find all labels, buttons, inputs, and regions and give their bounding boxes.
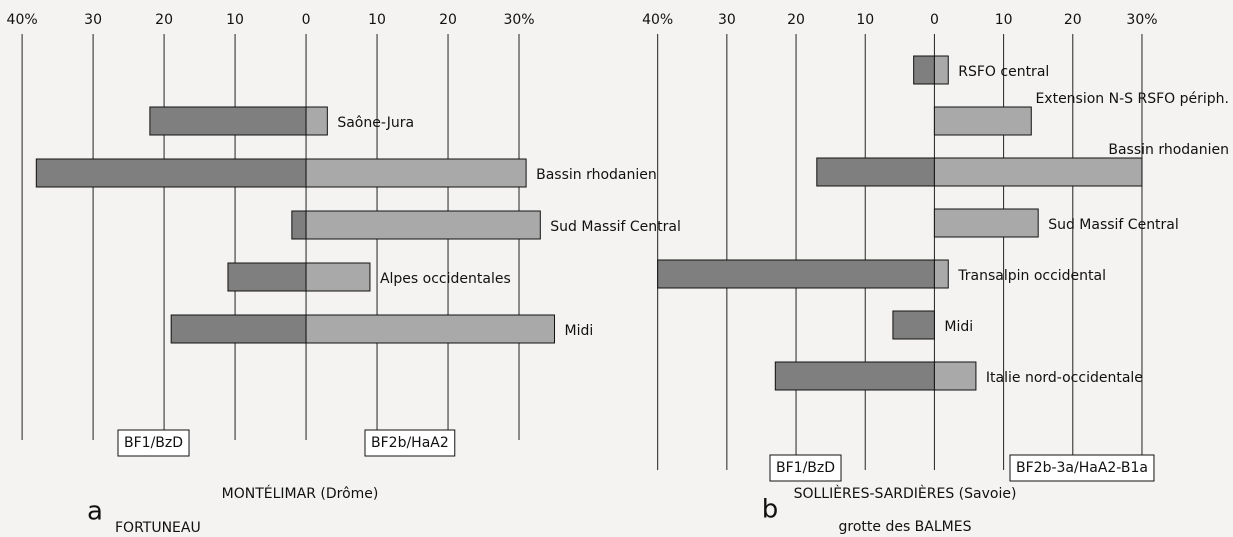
x-tick-label: 30% [503,12,534,28]
x-tick-label: 30% [1126,12,1157,28]
x-tick-label: 40% [642,12,673,28]
bar [305,106,328,136]
bar [933,361,977,391]
legend-label: BF1/BzD [124,435,183,451]
category-label: Italie nord-occidentale [986,370,1143,386]
bar [933,157,1143,187]
x-tick-label: 0 [302,12,311,28]
x-tick-label: 20 [1064,12,1082,28]
chart-subtitle: grotte des BALMES [839,519,972,535]
x-tick-label: 10 [995,12,1013,28]
category-label: RSFO central [958,64,1049,80]
category-label: Sud Massif Central [550,219,681,235]
bar [35,158,307,188]
bar [305,210,541,240]
bar [305,158,527,188]
legend-box [117,429,190,457]
legend-label: BF2b-3a/HaA2-B1a [1016,460,1148,476]
bar [305,314,556,344]
bar [291,210,307,240]
bar [816,157,935,187]
bar [892,310,935,340]
bar [933,106,1032,136]
category-label: Bassin rhodanien [536,167,657,183]
x-tick-label: 20 [439,12,457,28]
bar [170,314,307,344]
bar [774,361,935,391]
legend-box [364,429,456,457]
legend-box [769,454,842,482]
bar [933,55,949,85]
bar [657,259,935,289]
x-tick-label: 40% [7,12,38,28]
x-tick-label: 10 [856,12,874,28]
panel-letter: b [762,495,779,525]
x-tick-label: 30 [84,12,102,28]
chart-title: SOLLIÈRES-SARDIÈRES (Savoie) [794,485,1017,502]
category-label: Extension N-S RSFO périph. [1035,91,1229,107]
bar [227,262,307,292]
category-label: Alpes occidentales [380,271,511,287]
legend-box [1009,454,1155,482]
chart-subtitle: FORTUNEAU [115,520,201,536]
x-tick-label: 10 [226,12,244,28]
chart-title: MONTÉLIMAR (Drôme) [222,485,379,502]
bar [149,106,307,136]
x-tick-label: 0 [930,12,939,28]
bar [305,262,371,292]
bar [933,208,1039,238]
x-tick-label: 10 [368,12,386,28]
category-label: Bassin rhodanien [1108,142,1229,158]
x-tick-label: 20 [155,12,173,28]
category-label: Midi [944,319,973,335]
bar [933,259,949,289]
bar [913,55,935,85]
x-tick-label: 30 [718,12,736,28]
legend-label: BF2b/HaA2 [371,435,449,451]
panel-letter: a [87,497,103,527]
category-label: Transalpin occidental [957,268,1106,284]
category-label: Saône-Jura [337,115,414,131]
legend-label: BF1/BzD [776,460,835,476]
category-label: Sud Massif Central [1048,217,1179,233]
category-label: Midi [565,323,594,339]
x-tick-label: 20 [787,12,805,28]
